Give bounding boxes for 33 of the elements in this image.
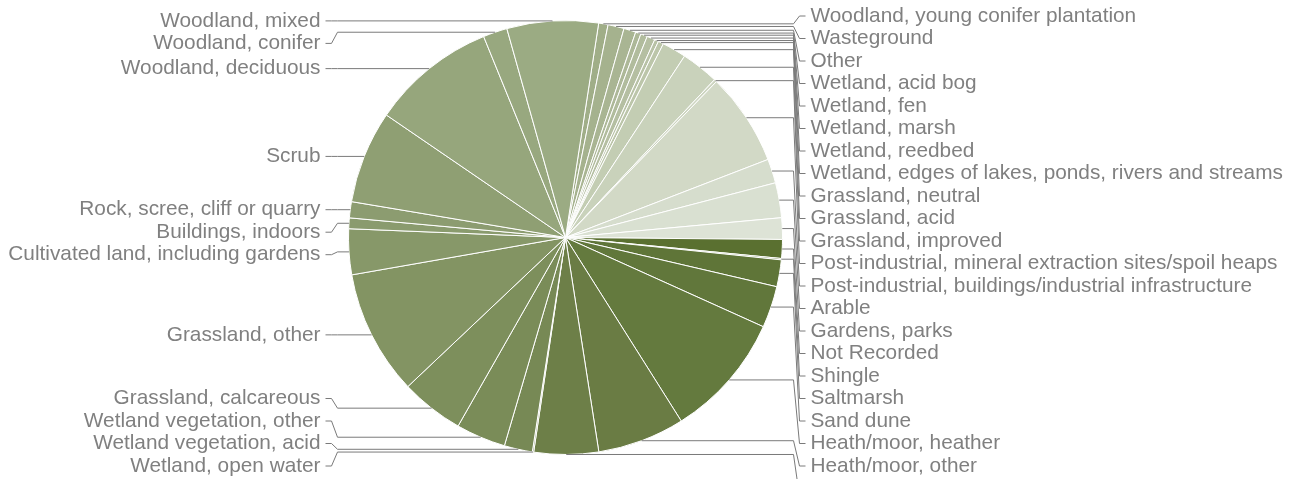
slice-label: Scrub (266, 143, 321, 167)
slice-label: Other (810, 47, 863, 71)
slice-label: Saltmarsh (810, 385, 905, 409)
slice-label: Not Recorded (810, 340, 939, 364)
slice-label: Buildings, indoors (156, 218, 321, 242)
slice-label: Grassland, improved (810, 227, 1003, 251)
slice-label: Wetland, acid bog (810, 70, 977, 94)
slice-label: Rock, scree, cliff or quarry (79, 196, 322, 220)
slice-label: Woodland, conifer (153, 30, 321, 54)
slice-label: Woodland, young conifer plantation (810, 2, 1137, 26)
slice-label: Woodland, deciduous (120, 55, 321, 79)
slice-label: Wasteground (810, 25, 934, 49)
slice-label: Woodland, mixed (160, 7, 321, 31)
slice-label: Wetland, open water (130, 452, 321, 476)
slice-label: Grassland, calcareous (113, 385, 321, 409)
slice-label: Arable (810, 295, 871, 319)
slice-label: Wetland vegetation, other (83, 407, 321, 431)
slice-label: Wetland, reedbed (810, 137, 975, 161)
slice-label: Sand dune (810, 407, 912, 431)
slice-label: Heath/moor, other (810, 452, 978, 476)
slice-label: Shingle (810, 362, 880, 386)
slice-label: Grassland, neutral (810, 182, 981, 206)
slice-label: Heath/moor, heather (810, 430, 1001, 454)
slice-label: Wetland, edges of lakes, ponds, rivers and streams (810, 160, 1283, 184)
slice-label: Grassland, acid (810, 205, 955, 229)
slice-label: Cultivated land, including gardens (8, 241, 321, 265)
slice-label: Post-industrial, buildings/industrial infrastructure (810, 272, 1253, 296)
slice-label: Post-industrial, mineral extraction sites/spoil heaps (810, 250, 1278, 274)
slice-label: Grassland, other (166, 321, 321, 345)
slice-label: Wetland, marsh (810, 115, 956, 139)
slice-label: Wetland, fen (810, 92, 927, 116)
slice-label: Gardens, parks (810, 317, 953, 341)
slice-label: Wetland vegetation, acid (93, 430, 321, 454)
